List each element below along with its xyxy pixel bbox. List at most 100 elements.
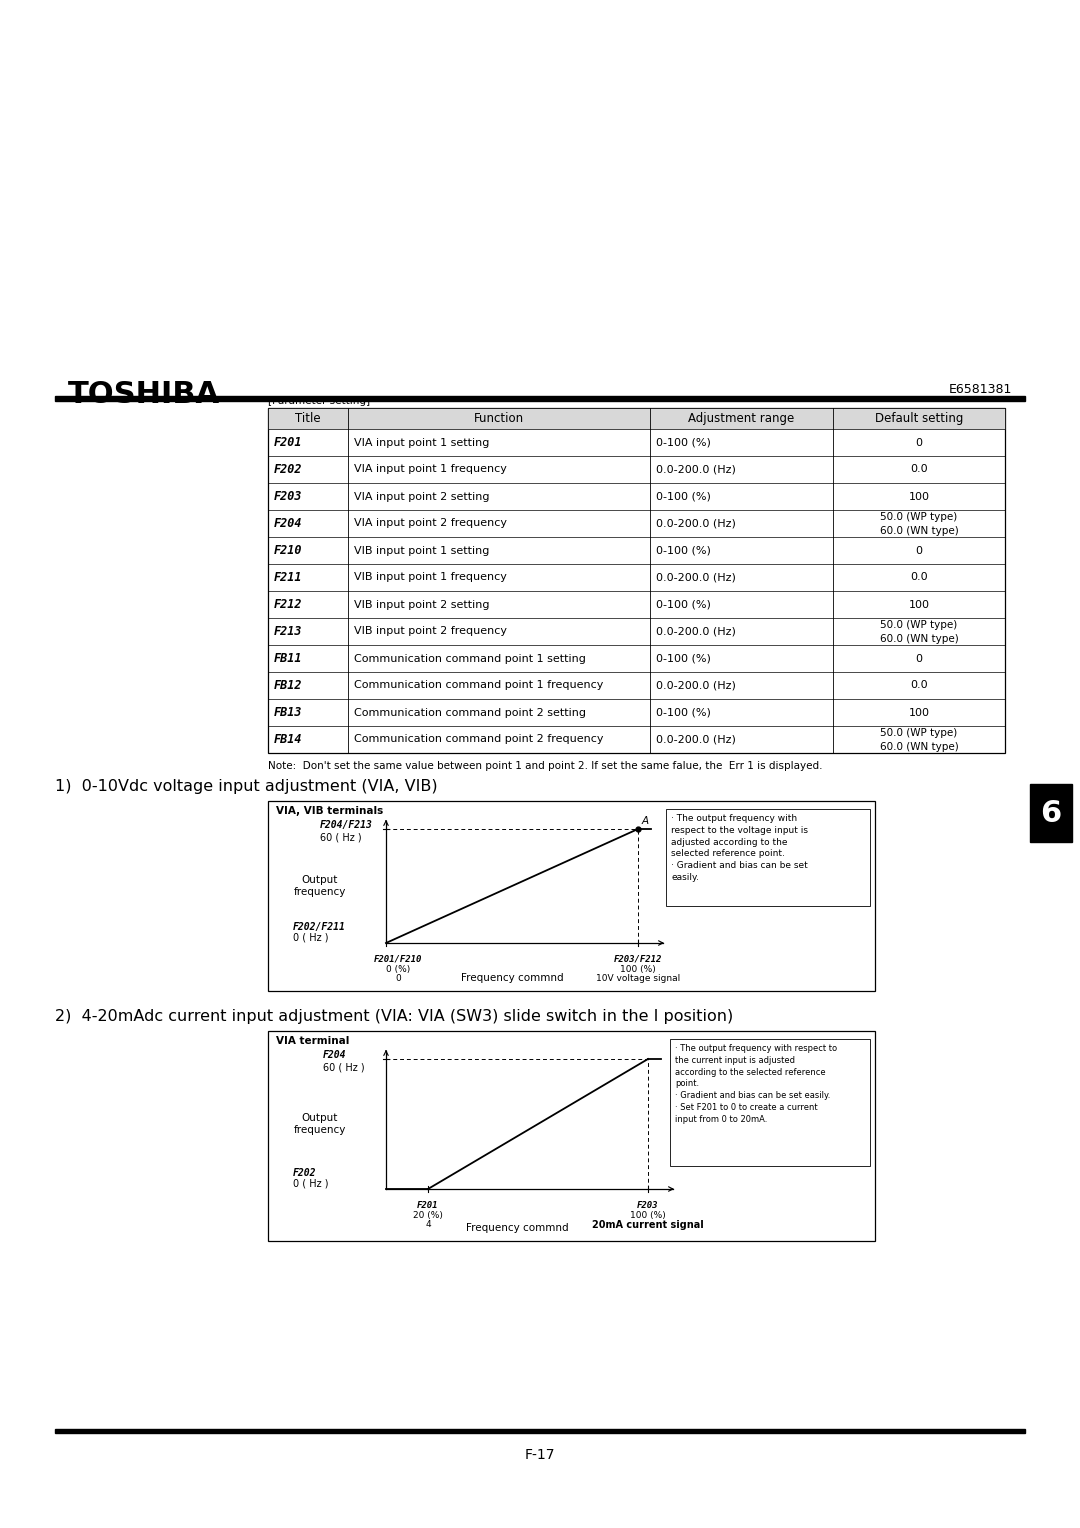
Text: F-17: F-17 [525, 1449, 555, 1462]
Text: Output
frequency: Output frequency [294, 1114, 347, 1135]
Text: F204: F204 [323, 1050, 347, 1060]
Bar [666, 808, 870, 906]
Text: 100: 100 [908, 707, 930, 718]
Text: F204: F204 [274, 516, 302, 530]
Bar [268, 1031, 875, 1241]
Text: 60 ( Hz ): 60 ( Hz ) [320, 833, 362, 843]
Text: · The output frequency with
respect to the voltage input is
adjusted according t: · The output frequency with respect to t… [671, 814, 808, 882]
Text: F203: F203 [274, 490, 302, 503]
Text: F203/F212: F203/F212 [613, 955, 662, 964]
Text: 0 ( Hz ): 0 ( Hz ) [293, 1180, 328, 1189]
Text: VIA, VIB terminals: VIA, VIB terminals [276, 805, 383, 816]
Text: 100: 100 [908, 492, 930, 501]
Text: 100: 100 [908, 599, 930, 610]
Text: FB13: FB13 [274, 706, 302, 720]
Text: 2)  4-20mAdc current input adjustment (VIA: VIA (SW3) slide switch in the I posi: 2) 4-20mAdc current input adjustment (VI… [55, 1008, 733, 1024]
Text: F211: F211 [274, 571, 302, 584]
Text: 100 (%): 100 (%) [630, 1212, 666, 1219]
Text: 50.0 (WP type): 50.0 (WP type) [880, 727, 958, 738]
Text: 0-100 (%): 0-100 (%) [656, 654, 711, 663]
Text: Communication command point 2 frequency: Communication command point 2 frequency [354, 735, 604, 744]
Text: 0: 0 [395, 973, 401, 983]
Text: 0-100 (%): 0-100 (%) [656, 545, 711, 556]
Text: FB14: FB14 [274, 733, 302, 746]
Text: F201: F201 [417, 1201, 438, 1210]
Text: F202: F202 [274, 463, 302, 477]
Bar [268, 408, 1005, 753]
Bar [55, 1429, 1025, 1433]
Text: 50.0 (WP type): 50.0 (WP type) [880, 619, 958, 630]
Text: F202: F202 [293, 1167, 316, 1178]
Text: 0-100 (%): 0-100 (%) [656, 492, 711, 501]
Text: Output
frequency: Output frequency [294, 876, 347, 897]
Text: VIA input point 1 setting: VIA input point 1 setting [354, 437, 489, 448]
Text: 60.0 (WN type): 60.0 (WN type) [879, 526, 958, 535]
Text: E6581381: E6581381 [948, 384, 1012, 396]
Text: F213: F213 [274, 625, 302, 639]
Text: VIB input point 2 setting: VIB input point 2 setting [354, 599, 489, 610]
Text: 0-100 (%): 0-100 (%) [656, 437, 711, 448]
Text: 1)  0-10Vdc voltage input adjustment (VIA, VIB): 1) 0-10Vdc voltage input adjustment (VIA… [55, 779, 437, 795]
Text: TOSHIBA: TOSHIBA [68, 380, 220, 410]
Text: FB11: FB11 [274, 652, 302, 665]
Text: 100 (%): 100 (%) [620, 966, 656, 973]
Text: 4: 4 [426, 1219, 431, 1229]
Text: 0: 0 [916, 545, 922, 556]
Bar [1030, 784, 1072, 842]
Text: VIB input point 2 frequency: VIB input point 2 frequency [354, 626, 507, 637]
Text: 0-100 (%): 0-100 (%) [656, 707, 711, 718]
Text: 20mA current signal: 20mA current signal [592, 1219, 704, 1230]
Text: 0.0-200.0 (Hz): 0.0-200.0 (Hz) [656, 465, 735, 475]
Text: F201/F210: F201/F210 [374, 955, 422, 964]
Text: 60.0 (WN type): 60.0 (WN type) [879, 741, 958, 752]
Bar [670, 1039, 870, 1166]
Text: 0 ( Hz ): 0 ( Hz ) [293, 934, 328, 943]
Text: 0: 0 [916, 654, 922, 663]
Text: 0.0-200.0 (Hz): 0.0-200.0 (Hz) [656, 735, 735, 744]
Text: 10V voltage signal: 10V voltage signal [596, 973, 680, 983]
Text: [Parameter setting]: [Parameter setting] [268, 396, 370, 406]
Text: Note:  Don't set the same value between point 1 and point 2. If set the same fal: Note: Don't set the same value between p… [268, 761, 823, 772]
Bar [268, 408, 1005, 429]
Text: Function: Function [474, 413, 524, 425]
Text: Frequency commnd: Frequency commnd [465, 1222, 568, 1233]
Text: Communication command point 1 frequency: Communication command point 1 frequency [354, 680, 604, 691]
Text: F201: F201 [274, 435, 302, 449]
Text: 0.0: 0.0 [910, 680, 928, 691]
Text: 0.0-200.0 (Hz): 0.0-200.0 (Hz) [656, 626, 735, 637]
Text: 0.0-200.0 (Hz): 0.0-200.0 (Hz) [656, 573, 735, 582]
Text: Default setting: Default setting [875, 413, 963, 425]
Text: F204/F213: F204/F213 [320, 821, 373, 830]
Text: 0: 0 [916, 437, 922, 448]
Text: VIA input point 2 frequency: VIA input point 2 frequency [354, 518, 507, 529]
Text: F212: F212 [274, 597, 302, 611]
Bar [268, 801, 875, 992]
Text: VIB input point 1 frequency: VIB input point 1 frequency [354, 573, 507, 582]
Text: 50.0 (WP type): 50.0 (WP type) [880, 512, 958, 521]
Text: 0.0: 0.0 [910, 465, 928, 475]
Text: Communication command point 2 setting: Communication command point 2 setting [354, 707, 586, 718]
Text: F203: F203 [637, 1201, 659, 1210]
Text: · The output frequency with respect to
the current input is adjusted
according t: · The output frequency with respect to t… [675, 1044, 837, 1123]
Text: VIA terminal: VIA terminal [276, 1036, 349, 1047]
Text: F210: F210 [274, 544, 302, 558]
Text: 0.0-200.0 (Hz): 0.0-200.0 (Hz) [656, 680, 735, 691]
Text: VIA input point 2 setting: VIA input point 2 setting [354, 492, 489, 501]
Text: Title: Title [295, 413, 321, 425]
Text: VIA input point 1 frequency: VIA input point 1 frequency [354, 465, 507, 475]
Text: Frequency commnd: Frequency commnd [461, 973, 564, 983]
Text: 0-100 (%): 0-100 (%) [656, 599, 711, 610]
Text: FB12: FB12 [274, 678, 302, 692]
Text: 0 (%): 0 (%) [386, 966, 410, 973]
Text: VIB input point 1 setting: VIB input point 1 setting [354, 545, 489, 556]
Text: 0.0: 0.0 [910, 573, 928, 582]
Text: 0.0-200.0 (Hz): 0.0-200.0 (Hz) [656, 518, 735, 529]
Text: F202/F211: F202/F211 [293, 921, 346, 932]
Text: A: A [642, 816, 649, 827]
Text: 60.0 (WN type): 60.0 (WN type) [879, 634, 958, 643]
Text: 60 ( Hz ): 60 ( Hz ) [323, 1063, 365, 1073]
Text: Adjustment range: Adjustment range [688, 413, 795, 425]
Text: 6: 6 [1040, 799, 1062, 828]
Text: Communication command point 1 setting: Communication command point 1 setting [354, 654, 585, 663]
Bar [55, 396, 1025, 400]
